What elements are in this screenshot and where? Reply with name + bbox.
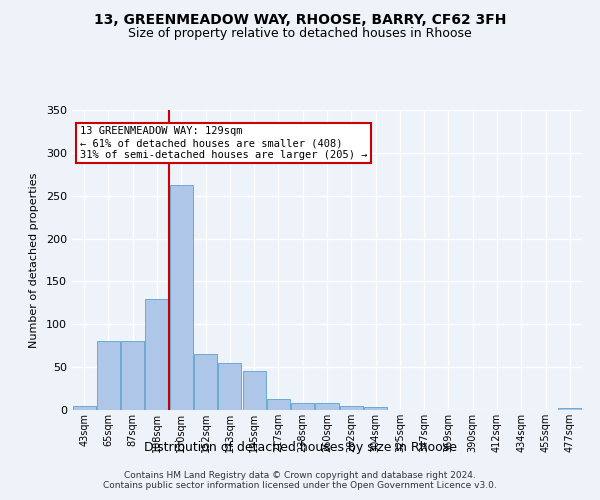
- Bar: [73, 406, 95, 410]
- Bar: [559, 408, 581, 410]
- Bar: [267, 399, 290, 410]
- Bar: [291, 403, 314, 410]
- Bar: [97, 342, 120, 410]
- Y-axis label: Number of detached properties: Number of detached properties: [29, 172, 39, 348]
- Text: Distribution of detached houses by size in Rhoose: Distribution of detached houses by size …: [143, 441, 457, 454]
- Bar: [242, 372, 266, 410]
- Text: 13, GREENMEADOW WAY, RHOOSE, BARRY, CF62 3FH: 13, GREENMEADOW WAY, RHOOSE, BARRY, CF62…: [94, 12, 506, 26]
- Text: Contains HM Land Registry data © Crown copyright and database right 2024.
Contai: Contains HM Land Registry data © Crown c…: [103, 470, 497, 490]
- Text: Size of property relative to detached houses in Rhoose: Size of property relative to detached ho…: [128, 28, 472, 40]
- Bar: [316, 403, 338, 410]
- Bar: [170, 184, 193, 410]
- Bar: [364, 406, 387, 410]
- Bar: [194, 354, 217, 410]
- Bar: [218, 363, 241, 410]
- Bar: [121, 342, 144, 410]
- Bar: [145, 298, 169, 410]
- Text: 13 GREENMEADOW WAY: 129sqm
← 61% of detached houses are smaller (408)
31% of sem: 13 GREENMEADOW WAY: 129sqm ← 61% of deta…: [80, 126, 367, 160]
- Bar: [340, 406, 363, 410]
